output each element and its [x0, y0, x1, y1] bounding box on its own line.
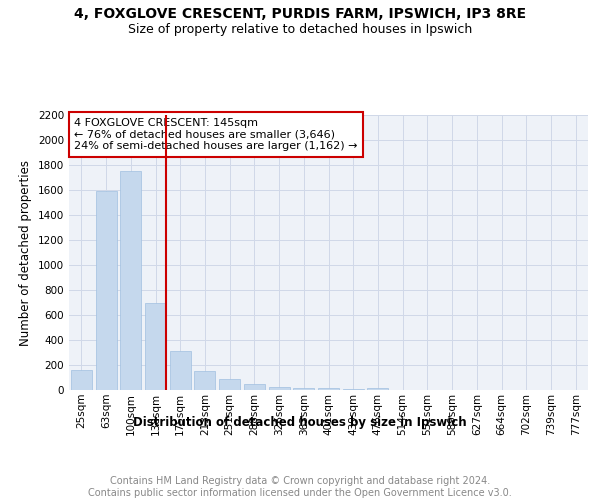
Text: 4, FOXGLOVE CRESCENT, PURDIS FARM, IPSWICH, IP3 8RE: 4, FOXGLOVE CRESCENT, PURDIS FARM, IPSWI… — [74, 8, 526, 22]
Bar — [293, 388, 314, 390]
Text: Contains HM Land Registry data © Crown copyright and database right 2024.
Contai: Contains HM Land Registry data © Crown c… — [88, 476, 512, 498]
Bar — [219, 380, 240, 390]
Bar — [367, 388, 388, 390]
Bar — [170, 350, 191, 390]
Bar — [71, 370, 92, 390]
Bar — [318, 388, 339, 390]
Bar — [194, 370, 215, 390]
Text: Size of property relative to detached houses in Ipswich: Size of property relative to detached ho… — [128, 22, 472, 36]
Bar — [244, 384, 265, 390]
Y-axis label: Number of detached properties: Number of detached properties — [19, 160, 32, 346]
Text: 4 FOXGLOVE CRESCENT: 145sqm
← 76% of detached houses are smaller (3,646)
24% of : 4 FOXGLOVE CRESCENT: 145sqm ← 76% of det… — [74, 118, 358, 151]
Bar — [95, 191, 116, 390]
Bar — [269, 387, 290, 390]
Bar — [145, 302, 166, 390]
Bar — [120, 171, 141, 390]
Text: Distribution of detached houses by size in Ipswich: Distribution of detached houses by size … — [133, 416, 467, 429]
